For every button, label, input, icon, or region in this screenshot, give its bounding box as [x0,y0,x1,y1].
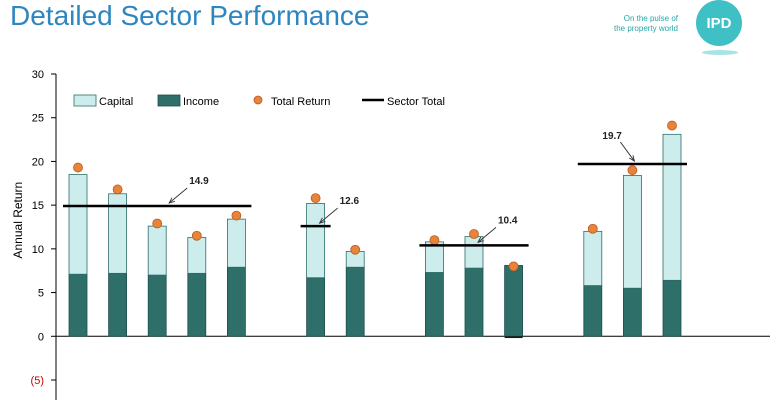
page-title: Detailed Sector Performance [10,0,370,31]
total-return-point [667,120,677,131]
total-return-point [152,218,163,229]
total-return-point [587,223,598,234]
y-tick-label: 15 [32,200,44,212]
capital-bar [504,336,523,339]
y-tick-label: 25 [32,113,44,125]
sector-total-arrow [620,141,635,162]
income-bar [147,274,167,337]
income-bar [623,287,642,337]
sector-total-arrowhead [629,155,636,162]
income-bar [504,265,524,337]
sector-total-arrowhead [168,197,176,204]
legend-total-return-marker [253,95,263,105]
income-bar [226,266,246,337]
tagline: On the pulse of the property world [538,14,678,34]
sector-total-label: 12.6 [340,196,360,207]
income-bar [424,272,444,337]
total-return-point [191,230,202,241]
tagline-line-1: On the pulse of [623,14,678,23]
sector-total-arrow [477,227,497,243]
capital-bar [226,218,246,268]
sector-total-arrow [168,187,188,204]
y-axis-title: Annual Return [11,182,25,259]
sector-total-arrowhead [477,236,484,244]
sector-total-label: 19.7 [602,131,622,142]
y-tick-label: 20 [32,156,44,168]
y-tick-label: (5) [31,375,44,387]
capital-bar [623,175,642,289]
total-return-point [469,229,479,239]
sector-total-label: 10.4 [498,215,518,226]
y-tick-label: 5 [38,288,44,300]
legend-income-label: Income [183,96,219,108]
total-return-point [627,165,638,176]
y-tick-label: 10 [32,244,44,256]
legend-capital-swatch [73,94,97,107]
total-return-point [73,162,83,173]
capital-bar [187,237,207,274]
logo-underline [702,50,738,55]
total-return-point [310,193,321,204]
income-bar [108,272,127,337]
capital-bar [662,133,682,281]
sector-total-arrowhead [318,217,326,224]
total-return-point [112,184,123,195]
income-bar [583,285,603,337]
sector-total-label: 14.9 [189,176,209,187]
income-bar [187,272,207,337]
income-bar [662,279,682,337]
tagline-line-2: the property world [613,24,678,33]
capital-bar [583,230,603,286]
total-return-point [508,261,519,272]
total-return-point [231,210,242,221]
legend-total-return-label: Total Return [271,96,330,108]
capital-bar [306,202,326,279]
income-bar [345,266,365,337]
income-bar [68,273,88,337]
capital-bar [147,225,167,276]
total-return-point [429,235,440,246]
income-bar [464,267,484,337]
legend-capital-label: Capital [99,96,133,108]
legend-income-swatch [157,94,181,107]
ipd-logo: IPD [696,0,742,46]
income-bar [306,277,326,337]
total-return-point [350,244,361,255]
capital-bar [68,174,88,275]
legend-sector-total-label: Sector Total [387,96,445,108]
sector-total-arrow [319,207,338,224]
y-tick-label: 30 [32,69,44,81]
y-tick-label: 0 [38,331,44,343]
